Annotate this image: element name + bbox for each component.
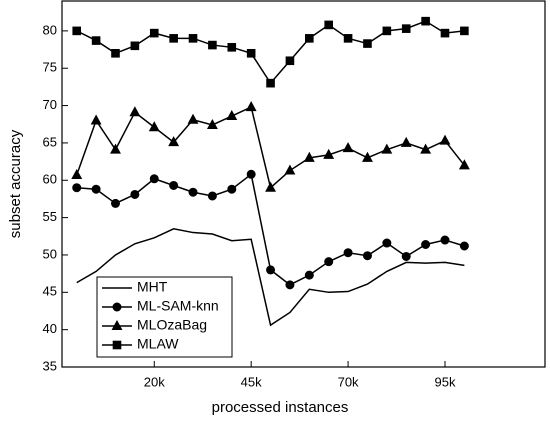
marker	[207, 191, 217, 201]
marker	[208, 40, 217, 50]
x-tick-label: 20k	[144, 374, 165, 389]
marker	[187, 113, 199, 124]
marker	[245, 101, 257, 112]
marker	[226, 109, 238, 121]
y-tick-label: 80	[43, 22, 57, 37]
marker	[72, 183, 82, 193]
marker	[342, 142, 354, 153]
marker	[169, 34, 178, 43]
plot-frame	[61, 0, 546, 368]
series-line	[76, 106, 465, 190]
marker	[304, 270, 314, 280]
marker	[305, 34, 314, 43]
marker	[112, 340, 122, 350]
marker	[148, 121, 160, 132]
marker	[90, 114, 102, 125]
y-tick-label: 40	[43, 321, 57, 336]
y-tick-label: 55	[43, 209, 57, 224]
marker	[110, 198, 120, 208]
marker	[265, 181, 276, 192]
y-tick-label: 65	[43, 134, 57, 149]
marker	[71, 168, 83, 180]
marker	[382, 26, 392, 36]
marker	[188, 34, 198, 43]
marker	[149, 174, 159, 184]
y-tick-label: 45	[43, 284, 57, 299]
marker	[343, 248, 353, 258]
marker	[91, 184, 101, 194]
marker	[421, 16, 430, 26]
legend-label: ML-SAM-knn	[137, 298, 219, 314]
marker	[188, 187, 198, 197]
marker	[130, 41, 140, 51]
x-tick-label: 70k	[338, 374, 359, 389]
marker	[460, 26, 469, 36]
y-tick-label: 60	[43, 172, 57, 187]
marker	[266, 78, 275, 88]
marker	[284, 164, 296, 175]
marker	[246, 48, 256, 58]
marker	[168, 136, 180, 147]
marker	[130, 189, 140, 199]
legend-label: MLAW	[137, 336, 179, 352]
marker	[246, 169, 256, 179]
marker	[440, 28, 450, 38]
marker	[363, 39, 372, 48]
series-line	[76, 228, 465, 327]
marker	[400, 136, 412, 147]
legend-label: MHT	[137, 279, 168, 295]
marker	[420, 143, 432, 154]
marker	[458, 159, 470, 170]
marker	[323, 148, 335, 159]
marker	[111, 319, 123, 330]
x-tick-label: 95k	[435, 374, 456, 389]
marker	[169, 180, 179, 190]
marker	[72, 26, 82, 36]
marker	[401, 251, 411, 261]
marker	[206, 118, 218, 129]
marker	[110, 143, 121, 154]
marker	[111, 48, 120, 58]
marker	[227, 43, 237, 52]
marker	[129, 106, 141, 117]
marker	[382, 238, 392, 248]
x-tick-label: 45k	[241, 374, 262, 389]
marker	[381, 143, 393, 154]
y-tick-label: 35	[43, 358, 57, 373]
y-tick-label: 50	[43, 246, 57, 261]
marker	[303, 151, 315, 162]
x-axis-label: processed instances	[212, 399, 349, 416]
marker	[149, 28, 159, 38]
marker	[112, 302, 122, 312]
marker	[362, 251, 372, 261]
marker	[343, 34, 353, 43]
legend-label: MLOzaBag	[137, 317, 207, 333]
marker	[459, 241, 469, 251]
marker	[227, 184, 237, 194]
marker	[324, 20, 333, 30]
y-axis-label: subset accuracy	[7, 129, 24, 238]
y-tick-label: 70	[43, 97, 57, 112]
marker	[324, 257, 334, 267]
marker	[439, 134, 451, 145]
marker	[440, 235, 450, 245]
marker	[401, 24, 411, 33]
y-tick-label: 75	[43, 60, 57, 75]
marker	[285, 56, 295, 66]
marker	[362, 151, 373, 162]
marker	[91, 36, 101, 45]
marker	[421, 240, 431, 250]
marker	[285, 280, 295, 290]
marker	[266, 265, 276, 275]
